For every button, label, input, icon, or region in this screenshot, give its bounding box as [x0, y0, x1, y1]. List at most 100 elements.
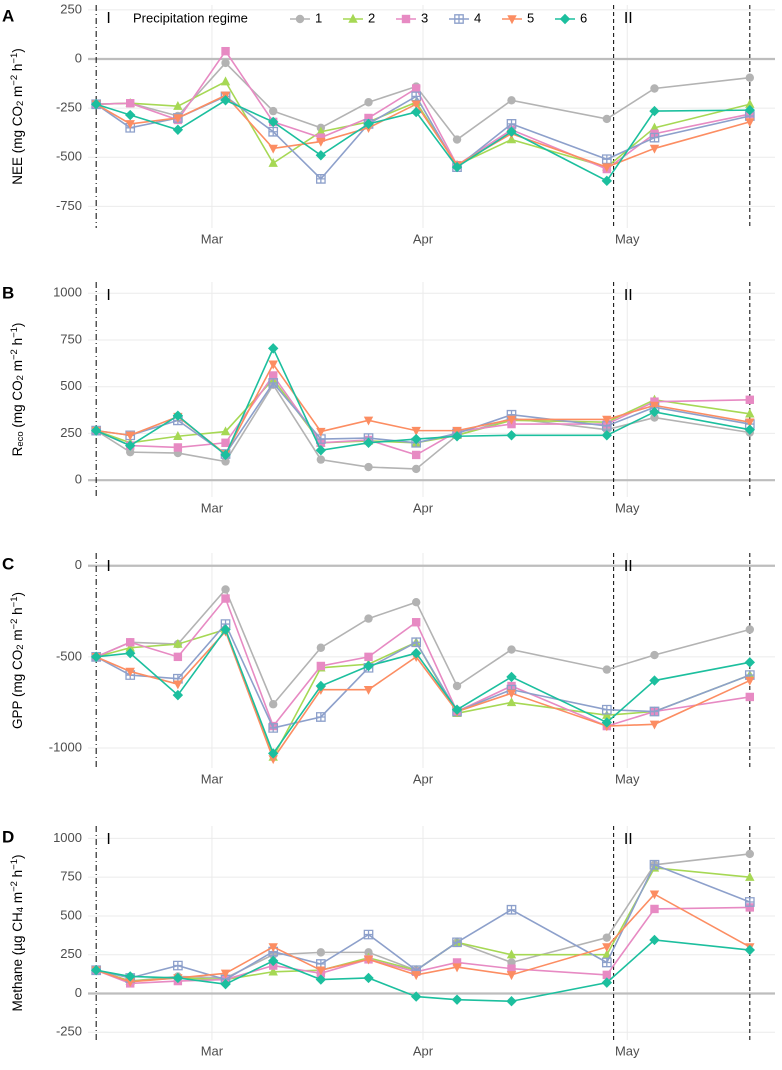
- marker: [221, 457, 230, 466]
- y-label-part: ): [10, 48, 25, 53]
- y-label-part: ): [10, 323, 25, 328]
- y-tick-label: 750: [60, 331, 82, 346]
- marker: [220, 426, 231, 436]
- marker: [316, 133, 326, 142]
- marker: [315, 150, 327, 161]
- y-label-part: m: [10, 629, 25, 644]
- marker: [268, 106, 278, 116]
- legend-label: 4: [474, 10, 481, 25]
- marker: [506, 126, 517, 137]
- marker: [267, 116, 279, 128]
- marker: [172, 124, 184, 135]
- marker: [221, 438, 230, 447]
- marker: [506, 671, 517, 683]
- marker: [316, 126, 326, 136]
- marker: [650, 84, 659, 93]
- panel-letter: D: [2, 827, 14, 846]
- marker: [220, 969, 231, 979]
- marker: [316, 427, 326, 437]
- y-label-part: GPP (mg CO: [10, 650, 25, 729]
- marker: [126, 638, 135, 647]
- marker: [363, 437, 374, 448]
- y-label-part: eco: [15, 431, 26, 446]
- marker: [649, 675, 660, 686]
- y-label-part: −1: [9, 327, 20, 338]
- period-label: II: [624, 831, 633, 848]
- marker: [650, 904, 659, 914]
- marker: [363, 118, 374, 130]
- marker: [90, 425, 102, 436]
- legend-label: 3: [421, 10, 428, 25]
- marker: [744, 944, 756, 956]
- x-tick-label: Mar: [201, 231, 224, 246]
- marker: [364, 652, 373, 662]
- y-tick-label: 0: [75, 472, 82, 487]
- marker: [649, 706, 660, 717]
- marker: [745, 395, 755, 404]
- y-tick-label: 500: [60, 378, 82, 393]
- marker: [649, 105, 660, 117]
- marker: [267, 343, 279, 354]
- marker: [745, 408, 755, 418]
- marker: [745, 849, 755, 859]
- marker: [506, 430, 517, 441]
- marker: [125, 642, 135, 652]
- marker: [125, 971, 136, 982]
- marker: [316, 661, 326, 671]
- y-tick-label: -250: [56, 1024, 82, 1039]
- y-axis-label: GPP (mg CO2 m−2 h−1): [9, 592, 27, 729]
- y-tick-label: -500: [56, 149, 82, 164]
- marker: [316, 712, 326, 722]
- marker: [363, 660, 374, 672]
- marker: [650, 650, 659, 660]
- marker: [602, 665, 612, 674]
- marker: [411, 426, 421, 436]
- marker: [451, 994, 463, 1005]
- y-tick-label: 250: [60, 1, 82, 16]
- y-tick-label: 750: [60, 869, 82, 884]
- marker: [411, 597, 421, 607]
- marker: [125, 648, 136, 659]
- legend-marker: [559, 13, 571, 25]
- x-tick-label: May: [615, 1043, 640, 1058]
- marker: [268, 157, 278, 167]
- y-label-part: 2: [15, 375, 26, 380]
- marker: [411, 100, 421, 110]
- marker: [90, 965, 102, 976]
- marker: [125, 440, 136, 451]
- marker: [125, 120, 135, 130]
- marker: [316, 137, 326, 147]
- marker: [602, 415, 612, 425]
- marker: [451, 704, 463, 715]
- marker: [90, 651, 102, 663]
- marker: [411, 84, 421, 93]
- x-tick-label: Apr: [413, 231, 434, 246]
- marker: [268, 700, 278, 709]
- marker: [363, 416, 374, 426]
- marker: [601, 175, 613, 187]
- marker: [363, 685, 374, 695]
- marker: [172, 972, 184, 984]
- marker: [601, 957, 612, 968]
- marker: [451, 431, 463, 442]
- legend-marker: [348, 13, 358, 23]
- marker: [125, 667, 135, 677]
- legend-marker: [401, 14, 411, 24]
- y-tick-label: 0: [75, 50, 82, 65]
- marker: [268, 966, 278, 976]
- marker: [649, 122, 660, 132]
- legend-marker: [507, 15, 517, 25]
- y-label-part: ): [10, 592, 25, 597]
- marker: [745, 418, 755, 428]
- marker: [601, 977, 613, 988]
- y-label-part: −2: [9, 349, 20, 360]
- y-label-part: −1: [9, 859, 20, 870]
- marker: [410, 648, 422, 659]
- legend-title: Precipitation regime: [133, 10, 248, 25]
- marker: [649, 144, 660, 154]
- period-label: II: [624, 10, 633, 27]
- marker: [316, 643, 326, 652]
- marker: [507, 96, 516, 105]
- marker: [649, 934, 660, 946]
- marker: [602, 933, 612, 942]
